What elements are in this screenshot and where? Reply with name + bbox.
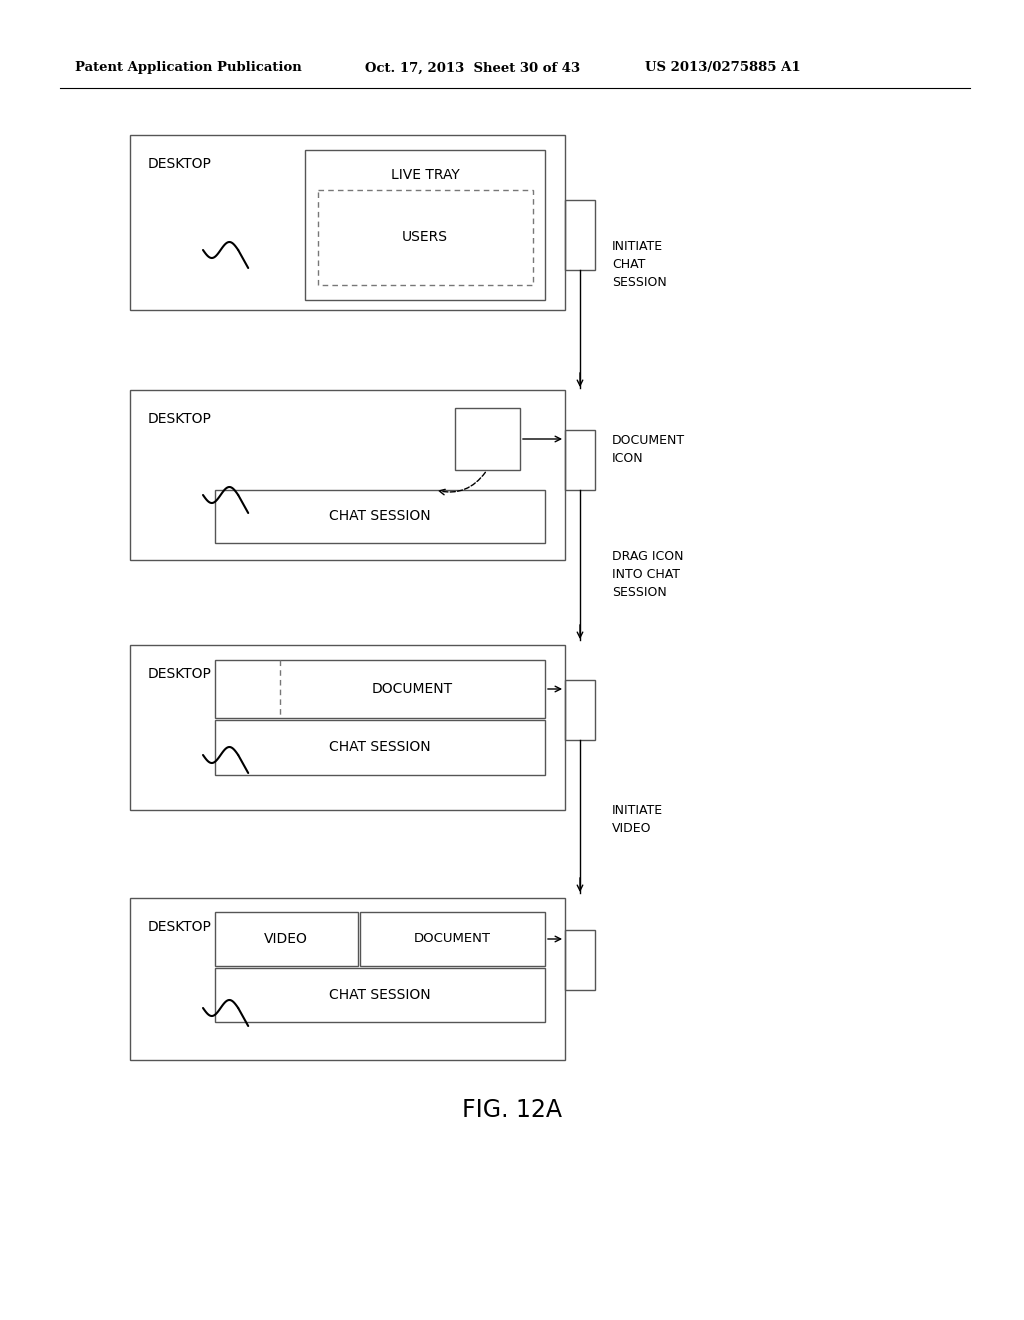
Text: DOCUMENT: DOCUMENT — [414, 932, 490, 945]
Bar — [130, 389, 565, 560]
Bar — [215, 912, 358, 966]
Bar — [215, 968, 545, 1022]
Text: DRAG ICON
INTO CHAT
SESSION: DRAG ICON INTO CHAT SESSION — [612, 550, 683, 599]
Bar — [318, 190, 534, 285]
Bar — [565, 201, 595, 271]
Bar — [455, 408, 520, 470]
Text: DESKTOP: DESKTOP — [148, 920, 212, 935]
Bar — [130, 898, 565, 1060]
Text: DESKTOP: DESKTOP — [148, 157, 212, 172]
Text: INITIATE
VIDEO: INITIATE VIDEO — [612, 804, 664, 836]
Bar — [215, 490, 545, 543]
Bar — [305, 150, 545, 300]
Text: US 2013/0275885 A1: US 2013/0275885 A1 — [645, 62, 801, 74]
Text: DESKTOP: DESKTOP — [148, 667, 212, 681]
Text: INITIATE
CHAT
SESSION: INITIATE CHAT SESSION — [612, 240, 667, 289]
Bar — [130, 645, 565, 810]
Text: Patent Application Publication: Patent Application Publication — [75, 62, 302, 74]
Text: CHAT SESSION: CHAT SESSION — [329, 510, 431, 523]
Bar — [565, 430, 595, 490]
Text: VIDEO: VIDEO — [264, 932, 308, 946]
Text: DOCUMENT
ICON: DOCUMENT ICON — [612, 434, 685, 466]
Bar — [215, 660, 545, 718]
Bar — [565, 680, 595, 741]
Bar — [130, 135, 565, 310]
Text: DESKTOP: DESKTOP — [148, 412, 212, 426]
Bar — [215, 719, 545, 775]
Text: CHAT SESSION: CHAT SESSION — [329, 741, 431, 754]
Text: CHAT SESSION: CHAT SESSION — [329, 987, 431, 1002]
Text: Oct. 17, 2013  Sheet 30 of 43: Oct. 17, 2013 Sheet 30 of 43 — [365, 62, 581, 74]
Text: FIG. 12A: FIG. 12A — [462, 1098, 562, 1122]
Bar — [360, 912, 545, 966]
Text: USERS: USERS — [402, 230, 449, 244]
Bar — [565, 931, 595, 990]
Text: DOCUMENT: DOCUMENT — [372, 682, 453, 696]
Text: LIVE TRAY: LIVE TRAY — [390, 168, 460, 182]
